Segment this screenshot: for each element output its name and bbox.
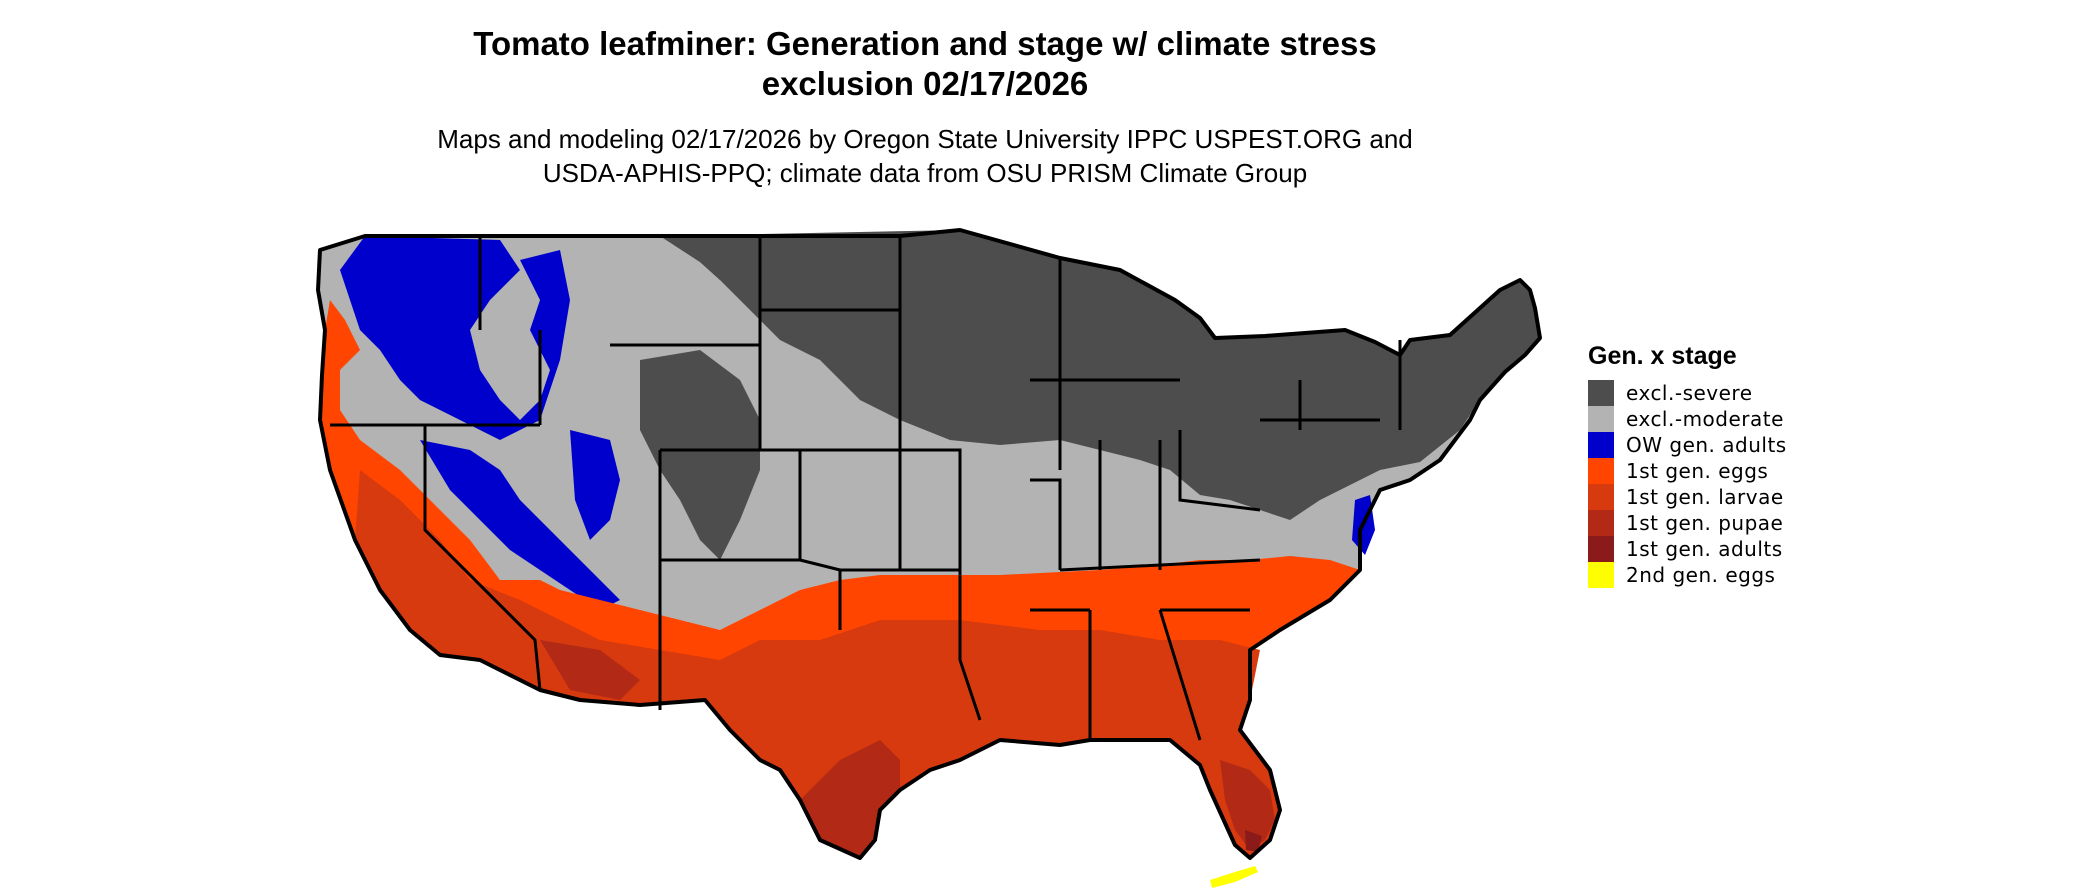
subtitle-line-1: Maps and modeling 02/17/2026 by Oregon S… xyxy=(437,124,1413,154)
legend-swatch xyxy=(1588,458,1614,484)
legend-swatch xyxy=(1588,510,1614,536)
legend-label: 1st gen. eggs xyxy=(1626,459,1769,483)
legend-label: 1st gen. larvae xyxy=(1626,485,1784,509)
map-zone-ow-adults-ut xyxy=(570,430,620,540)
legend-label: 1st gen. pupae xyxy=(1626,511,1784,535)
legend-item: 1st gen. eggs xyxy=(1588,458,1768,484)
us-outline xyxy=(316,228,1542,860)
legend-swatch xyxy=(1588,562,1614,588)
title-line-1: Tomato leafminer: Generation and stage w… xyxy=(473,25,1377,62)
legend-swatch xyxy=(1588,380,1614,406)
legend-item: 2nd gen. eggs xyxy=(1588,562,1775,588)
legend-label: 1st gen. adults xyxy=(1626,537,1783,561)
map-zone-adults-fl xyxy=(1245,830,1262,852)
map-zone-ow-adults-nw xyxy=(340,236,570,440)
map-zone-larvae xyxy=(355,470,1280,858)
map-zone-2nd-eggs xyxy=(1210,866,1258,888)
legend-label: OW gen. adults xyxy=(1626,433,1787,457)
map-zone-severe-rockies xyxy=(640,350,760,560)
legend-item: excl.-moderate xyxy=(1588,406,1784,432)
legend-swatch xyxy=(1588,406,1614,432)
legend-swatch xyxy=(1588,536,1614,562)
legend-label: excl.-moderate xyxy=(1626,407,1784,431)
legend-item: 1st gen. pupae xyxy=(1588,510,1783,536)
legend-label: excl.-severe xyxy=(1626,381,1753,405)
legend-item: OW gen. adults xyxy=(1588,432,1787,458)
map-zone-ow-adults-gb xyxy=(420,440,620,610)
legend-item: 1st gen. larvae xyxy=(1588,484,1784,510)
map-zone-severe-north xyxy=(660,230,1540,520)
legend-title: Gen. x stage xyxy=(1588,342,1737,370)
legend-item: 1st gen. adults xyxy=(1588,536,1783,562)
legend-swatch xyxy=(1588,484,1614,510)
map-subtitle: Maps and modeling 02/17/2026 by Oregon S… xyxy=(330,122,1520,190)
subtitle-line-2: USDA-APHIS-PPQ; climate data from OSU PR… xyxy=(542,158,1308,188)
map-zone-severe-west xyxy=(660,236,760,280)
state-borders xyxy=(330,236,1402,741)
map-title: Tomato leafminer: Generation and stage w… xyxy=(360,24,1490,104)
legend-label: 2nd gen. eggs xyxy=(1626,563,1776,587)
map-zone-pupae-az xyxy=(540,640,640,700)
legend-item: excl.-severe xyxy=(1588,380,1753,406)
map-zone-pupae-fl xyxy=(1220,760,1275,850)
title-line-2: exclusion 02/17/2026 xyxy=(761,65,1089,102)
legend-swatch xyxy=(1588,432,1614,458)
